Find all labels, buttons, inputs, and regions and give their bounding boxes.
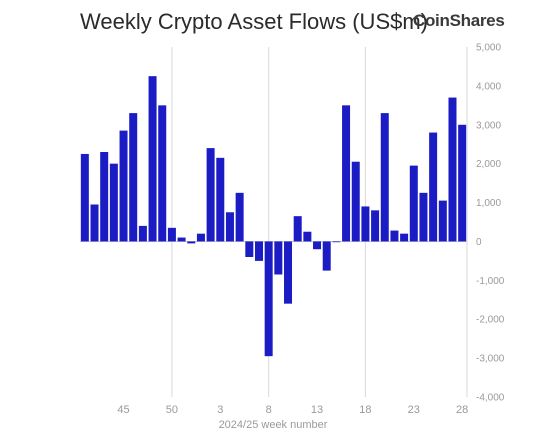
y-tick-label: 2,000 <box>476 159 501 170</box>
bar-week-52 <box>187 241 196 244</box>
bar-week-18 <box>361 206 370 242</box>
y-tick-label: -1,000 <box>476 276 505 287</box>
x-tick-label: 8 <box>266 404 272 416</box>
bar-week-50 <box>167 227 176 242</box>
bar-week-9 <box>274 241 283 275</box>
bar-week-11 <box>293 216 302 242</box>
x-tick-label: 18 <box>359 404 371 416</box>
bar-week-14 <box>322 241 331 271</box>
y-tick-label: 5,000 <box>476 43 501 54</box>
x-axis-label: 2024/25 week number <box>219 419 328 431</box>
bar-week-51 <box>177 237 186 242</box>
y-tick-label: 3,000 <box>476 120 501 131</box>
bar-week-6 <box>245 241 254 257</box>
x-tick-label: 45 <box>117 404 129 416</box>
bar-week-44 <box>109 163 118 242</box>
y-tick-label: 0 <box>476 237 482 248</box>
x-tick-label: 23 <box>408 404 420 416</box>
bar-week-20 <box>380 113 389 242</box>
y-tick-label: 1,000 <box>476 198 501 209</box>
x-tick-label: 13 <box>311 404 323 416</box>
bar-week-47 <box>138 225 147 242</box>
bar-week-16 <box>342 105 351 242</box>
bar-week-43 <box>100 152 109 242</box>
bar-week-1 <box>196 233 205 242</box>
bar-week-41 <box>80 153 89 242</box>
bar-week-23 <box>409 165 418 242</box>
bar-week-3 <box>216 157 225 242</box>
bar-week-4 <box>225 212 234 242</box>
bar-week-5 <box>235 192 244 242</box>
y-tick-label: 4,000 <box>476 81 501 92</box>
bar-week-24 <box>419 192 428 242</box>
bar-week-21 <box>390 230 399 242</box>
bar-week-13 <box>313 241 322 250</box>
bar-week-49 <box>158 105 167 242</box>
bar-week-7 <box>254 241 263 261</box>
grid-lines <box>80 47 468 397</box>
bar-week-42 <box>90 204 99 242</box>
y-tick-label: -2,000 <box>476 315 505 326</box>
chart-title: Weekly Crypto Asset Flows (US$m) <box>80 9 429 34</box>
x-tick-label: 28 <box>456 404 468 416</box>
y-tick-label: -4,000 <box>476 393 505 404</box>
bar-week-48 <box>148 76 157 242</box>
y-tick-label: -3,000 <box>476 354 505 365</box>
bar-week-10 <box>284 241 293 304</box>
x-axis-ticks: 45 50 3 8 13 18 23 28 <box>117 404 468 416</box>
x-tick-label: 50 <box>166 404 178 416</box>
bar-week-28 <box>458 124 467 242</box>
bar-week-25 <box>429 132 438 242</box>
x-tick-label: 3 <box>217 404 223 416</box>
bar-week-27 <box>448 97 457 242</box>
bar-week-12 <box>303 231 312 242</box>
bar-week-45 <box>119 130 128 242</box>
y-axis-ticks: -4,000 -3,000 -2,000 -1,000 0 1,000 2,000 3,000… <box>476 43 505 404</box>
coinshares-logo: CoinShares <box>413 11 505 30</box>
bar-week-46 <box>129 113 138 242</box>
bar-week-17 <box>351 161 360 242</box>
bar-series <box>80 76 467 357</box>
bar-week-19 <box>371 210 380 242</box>
bar-week-2 <box>206 148 215 242</box>
bar-week-22 <box>400 233 409 242</box>
bar-week-26 <box>438 200 447 242</box>
bar-week-8 <box>264 241 273 357</box>
bar-week-15 <box>332 241 341 243</box>
